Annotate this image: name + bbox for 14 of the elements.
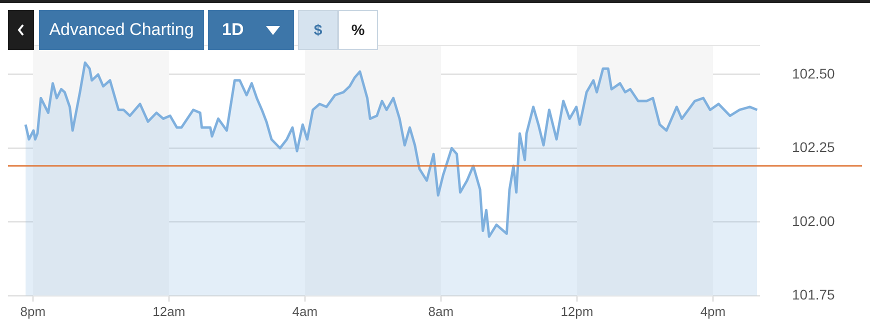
y-tick-label: 102.00 [792,212,836,229]
toggle-button: $ [298,10,338,50]
toggle-button: % [338,10,378,50]
x-tick-label: 8pm [20,304,46,319]
x-tick-label: 4am [292,304,318,319]
dropdown-button: 1D [208,10,294,50]
y-tick-label: 102.25 [792,139,836,156]
charting-button: Advanced Charting [39,10,204,50]
x-tick-label: 12pm [560,304,594,319]
x-tick-label: 12am [152,304,186,319]
x-tick-label: 4pm [700,304,726,319]
y-tick-label: 102.50 [792,65,836,82]
y-tick-label: 101.75 [792,286,836,302]
x-tick-label: 8am [428,304,454,319]
